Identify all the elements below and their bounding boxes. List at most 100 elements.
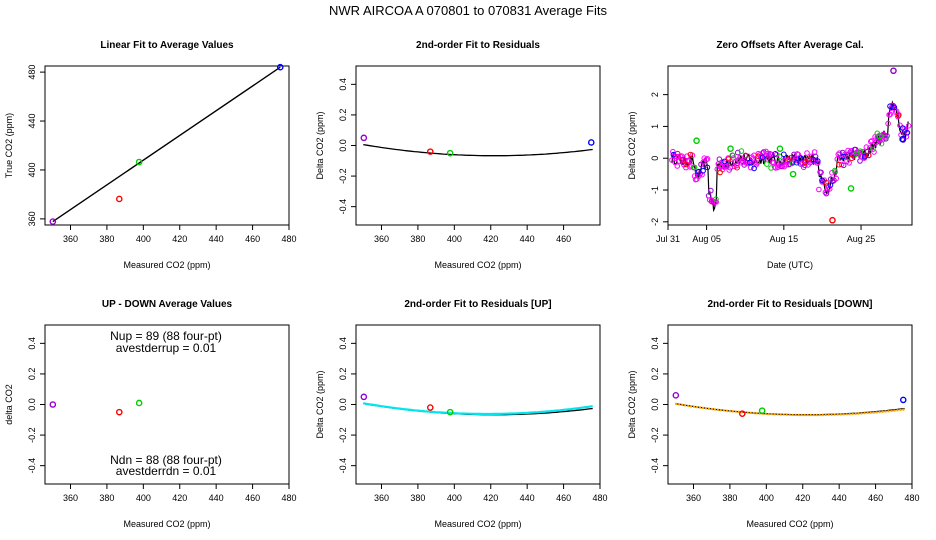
offset-point [887,111,894,118]
y-tick-label: 2 [650,92,660,97]
data-point-green [758,407,766,414]
offset-point [823,190,830,197]
offset-point [674,163,681,169]
outlier-point-green [693,137,700,145]
offset-point [704,164,711,171]
y-tick-label: 0.2 [338,368,348,381]
fit-curve-cyan [363,402,593,416]
chart-title: 2nd-order Fit to Residuals [DOWN] [708,299,873,310]
x-tick-label: 460 [556,493,571,503]
plot-frame [667,324,913,485]
x-axis-label: Measured CO2 (ppm) [434,260,521,270]
x-tick-label: 480 [904,493,919,503]
offset-point [738,148,745,154]
data-point-green [135,399,143,407]
annotation-avestderrdn: avestderrdn = 0.01 [116,464,217,478]
data-point-red [426,148,434,155]
y-tick-label: -0.4 [338,199,348,215]
data-point-red [738,410,746,417]
x-tick-label: 480 [281,234,296,244]
outlier-point-purple [890,67,897,75]
offset-point [742,152,749,159]
page-title: NWR AIRCOA A 070801 to 070831 Average Fi… [329,3,607,18]
y-tick-label: 0.4 [27,337,37,350]
data-point-red [426,404,434,411]
data-point-purple [360,393,368,401]
x-tick-label: 360 [63,234,78,244]
offset-point [734,164,740,171]
offset-point [768,151,775,158]
x-tick-label: 400 [136,234,151,244]
x-tick-label: 360 [374,234,389,244]
y-tick-label: -0.4 [27,458,37,474]
y-axis-label: Delta CO2 (ppm) [627,370,637,438]
panel-zero-offsets: Zero Offsets After Average Cal. Date (UTC… [627,40,913,270]
y-tick-label: -2 [650,218,660,226]
offset-point [699,171,705,178]
offset-point [759,154,766,161]
offset-point [785,156,791,162]
y-tick-label: 1 [650,124,660,129]
y-tick-label: 0.4 [338,337,348,350]
data-point-purple [672,392,680,399]
outlier-point-red [829,216,836,224]
data-point-blue [587,139,595,146]
panel-residual-fit: 2nd-order Fit to Residuals Measured CO2 (… [315,40,601,270]
offset-point [820,178,827,185]
offset-point [870,146,876,153]
x-tick-label: 380 [99,493,114,503]
offset-point [704,156,711,162]
offset-point [748,164,754,171]
x-tick-label: 440 [209,234,224,244]
offset-point [853,151,859,157]
offset-point [678,153,685,159]
data-point-red [115,408,123,416]
offset-point [882,134,889,141]
x-tick-label: 360 [686,493,701,503]
offset-point [811,149,818,155]
annotation-nup: Nup = 89 (88 four-pt) [110,329,222,343]
chart-title: 2nd-order Fit to Residuals [UP] [404,299,551,310]
offset-point [897,122,903,129]
offset-point [830,178,836,184]
x-tick-label: 480 [592,493,607,503]
x-tick-label: 460 [556,234,571,244]
y-tick-label: 0 [650,156,660,161]
x-tick-label: 420 [483,234,498,244]
data-point-purple [360,134,368,142]
offset-point [744,159,751,166]
y-tick-label: -0.4 [338,458,348,474]
y-axis-label: True CO2 (ppm) [4,113,14,178]
annotation-avestderrup: avestderrup = 0.01 [116,341,217,355]
x-tick-label: 440 [520,234,535,244]
y-tick-label: 0.2 [338,109,348,122]
y-tick-label: 400 [27,162,37,177]
offset-point [730,152,736,159]
offset-point [846,160,852,166]
outlier-point-green [776,145,784,152]
x-tick-label: 460 [245,234,260,244]
offset-point [878,140,885,147]
offset-point [885,120,891,127]
offset-point [683,161,689,168]
offset-point [827,182,834,188]
offset-point [871,149,877,155]
offset-point [745,160,752,167]
offset-point [866,152,872,159]
offset-point [904,129,910,136]
offset-point [798,155,804,161]
offset-point [837,154,844,161]
y-tick-label: 0.0 [338,139,348,152]
offset-point [905,123,912,129]
offset-point [873,139,880,146]
plot-frame [667,65,913,226]
x-tick-label: 460 [868,493,883,503]
plot-frame [355,65,601,226]
x-tick-label: 480 [281,493,296,503]
data-point-blue [276,63,284,71]
offset-point [804,150,810,156]
y-tick-label: 440 [27,114,37,129]
offset-point [728,160,735,167]
offset-point [751,165,757,172]
offset-point [862,153,869,159]
